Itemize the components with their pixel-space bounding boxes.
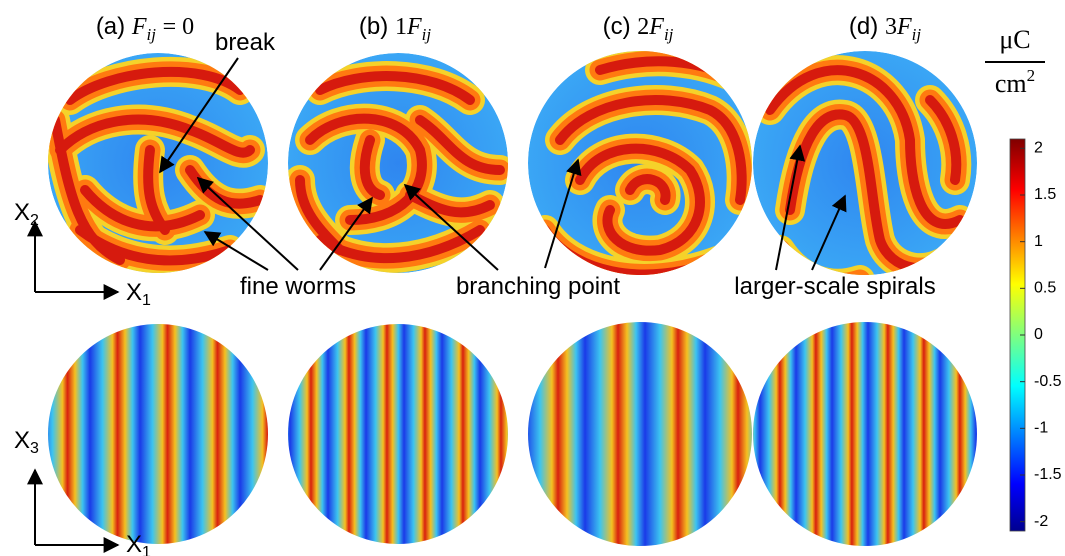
axis-label: X2 bbox=[14, 199, 39, 229]
panel-title: (a) Fij = 0 bbox=[96, 13, 194, 46]
axis-label: X3 bbox=[14, 427, 39, 457]
domain-pattern bbox=[48, 324, 268, 544]
panel-title: (d) 3Fij bbox=[849, 13, 921, 44]
colorbar-tick-label: 1.5 bbox=[1034, 186, 1056, 203]
domain-pattern bbox=[288, 53, 508, 273]
domain-pattern bbox=[48, 53, 268, 273]
annotation: larger-scale spirals bbox=[734, 273, 935, 300]
colorbar-tick-label: -2 bbox=[1034, 513, 1048, 530]
domain-pattern bbox=[288, 324, 508, 544]
annotation: fine worms bbox=[240, 273, 356, 300]
unit-numerator: μC bbox=[999, 25, 1030, 54]
panel-title: (b) 1Fij bbox=[359, 13, 431, 44]
axis-label: X1 bbox=[126, 279, 151, 309]
axis-label: X1 bbox=[126, 531, 151, 556]
axis-arrows bbox=[27, 220, 120, 553]
annotation: branching point bbox=[456, 273, 620, 300]
domain-pattern bbox=[528, 51, 752, 275]
colorbar-tick-label: -0.5 bbox=[1034, 373, 1062, 390]
colorbar-tick-label: 0.5 bbox=[1034, 280, 1056, 297]
annotation-arrows bbox=[159, 57, 847, 271]
domain-pattern bbox=[528, 322, 752, 546]
domain-pattern bbox=[753, 322, 977, 546]
annotation: break bbox=[215, 29, 276, 56]
domain-pattern bbox=[753, 51, 977, 275]
colorbar-tick-label: 2 bbox=[1034, 140, 1043, 157]
panel-title: (c) 2Fij bbox=[603, 13, 674, 44]
colorbar-tick-label: 0 bbox=[1034, 326, 1043, 343]
colorbar-tick-label: 1 bbox=[1034, 233, 1043, 250]
colorbar-tick-label: -1 bbox=[1034, 420, 1048, 437]
unit-denominator: cm2 bbox=[995, 66, 1035, 98]
colorbar-tick-label: -1.5 bbox=[1034, 466, 1062, 483]
